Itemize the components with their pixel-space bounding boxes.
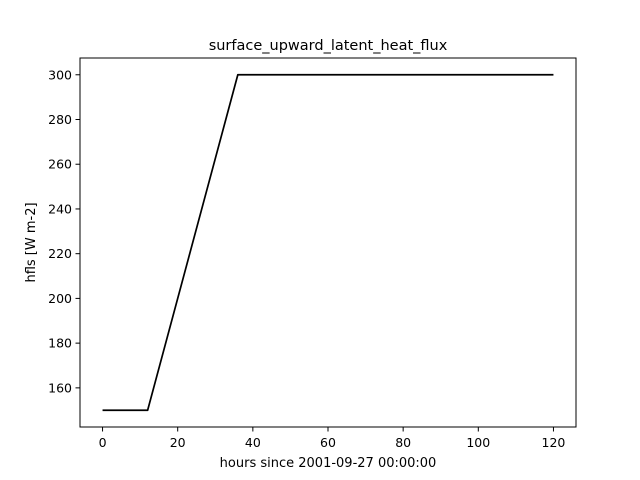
y-tick-label: 240 [48,201,72,216]
x-tick-label: 80 [395,435,411,450]
series-line [102,73,554,412]
y-axis-label: hfls [W m-2] [24,202,39,282]
x-axis-label: hours since 2001-09-27 00:00:00 [220,456,437,471]
y-tick-label: 200 [48,291,72,306]
x-tick-label: 60 [320,435,336,450]
x-axis: 0 20 40 60 80 100 120 [99,427,566,450]
x-tick-label: 100 [466,435,490,450]
y-tick-label: 180 [48,336,72,351]
chart-title: surface_upward_latent_heat_flux [209,38,448,54]
x-tick-label: 20 [170,435,186,450]
plot-area [102,73,554,412]
x-tick-label: 40 [245,435,261,450]
y-tick-label: 300 [48,67,72,82]
y-tick-label: 220 [48,246,72,261]
x-tick-label: 0 [99,435,107,450]
y-axis: 160 180 200 220 240 260 280 300 [48,67,80,395]
y-tick-label: 280 [48,112,72,127]
x-tick-label: 120 [542,435,566,450]
y-tick-label: 160 [48,380,72,395]
y-tick-label: 260 [48,157,72,172]
